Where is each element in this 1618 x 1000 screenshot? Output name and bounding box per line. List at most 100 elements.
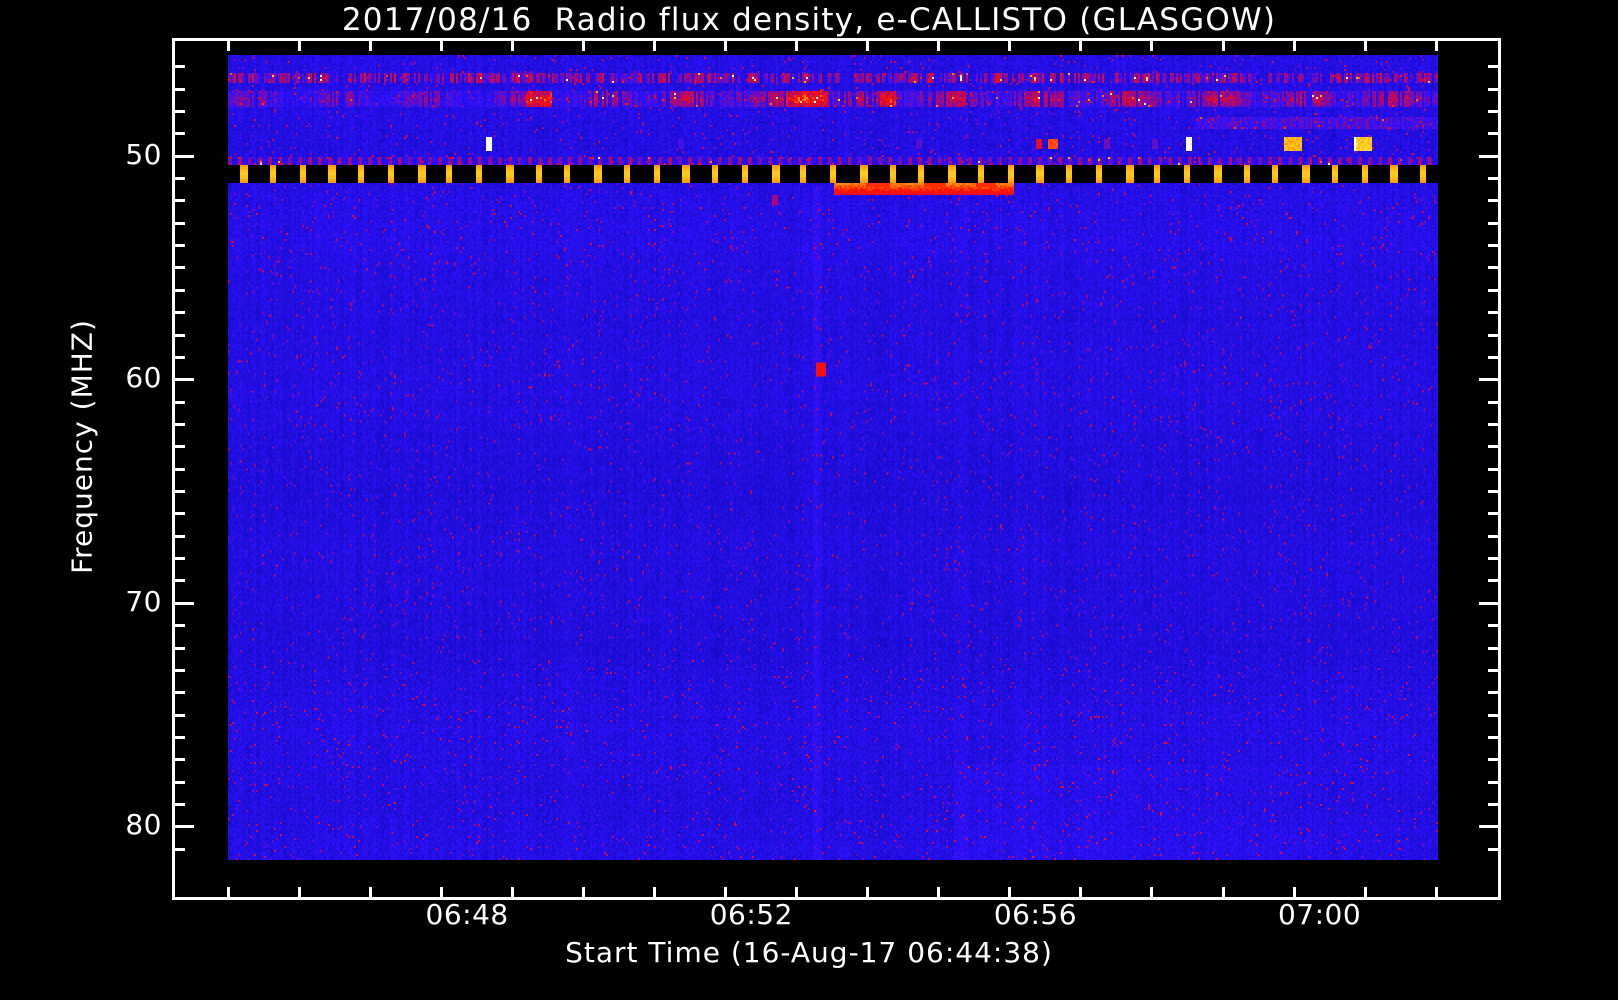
y-tick-63 [172,445,185,448]
x-tick-top-900 [1293,38,1296,51]
y-tick-right-63 [1488,445,1501,448]
y-tick-right-68 [1488,557,1501,560]
y-tick-label-80: 80 [125,808,162,842]
y-tick-right-81 [1488,848,1501,851]
x-tick-600 [937,887,940,900]
x-tick-840 [1222,887,1225,900]
x-tick-top-660 [1008,38,1011,51]
x-tick-top-480 [795,38,798,51]
y-tick-right-59 [1488,356,1501,359]
x-axis-title: Start Time (16-Aug-17 06:44:38) [565,936,1053,969]
x-tick-300 [582,887,585,900]
y-tick-right-80 [1479,825,1501,828]
y-tick-right-48 [1488,110,1501,113]
y-tick-right-67 [1488,535,1501,538]
y-tick-59 [172,356,185,359]
x-tick-780 [1150,887,1153,900]
y-tick-right-78 [1488,781,1501,784]
y-tick-label-60: 60 [125,361,162,395]
y-tick-right-77 [1488,758,1501,761]
y-tick-right-75 [1488,714,1501,717]
y-tick-right-50 [1479,155,1501,158]
x-tick-label-0648: 06:48 [425,898,509,931]
x-tick-top-1020 [1435,38,1438,51]
x-tick-480 [795,887,798,900]
y-tick-right-69 [1488,579,1501,582]
y-tick-right-55 [1488,266,1501,269]
x-tick-top-360 [653,38,656,51]
x-tick-top-720 [1079,38,1082,51]
y-tick-right-79 [1488,803,1501,806]
y-tick-60 [172,378,194,381]
y-tick-48 [172,110,185,113]
y-tick-77 [172,758,185,761]
x-tick-top-600 [937,38,940,51]
x-tick-label-0700: 07:00 [1277,898,1362,931]
y-tick-79 [172,803,185,806]
x-tick-top-960 [1364,38,1367,51]
y-tick-right-56 [1488,289,1501,292]
y-tick-66 [172,512,185,515]
y-tick-68 [172,557,185,560]
y-tick-58 [172,334,185,337]
y-tick-right-65 [1488,490,1501,493]
y-tick-47 [172,88,185,91]
x-tick-0 [227,887,230,900]
y-tick-right-62 [1488,423,1501,426]
x-tick-top-180 [440,38,443,51]
x-tick-top-120 [369,38,372,51]
y-tick-53 [172,222,185,225]
x-tick-660 [1008,887,1011,900]
y-tick-right-47 [1488,88,1501,91]
y-tick-55 [172,266,185,269]
y-tick-right-54 [1488,244,1501,247]
page-title: 2017/08/16 Radio flux density, e-CALLIST… [341,2,1277,38]
y-tick-right-70 [1479,602,1501,605]
x-tick-label-0656: 06:56 [993,898,1078,931]
y-tick-right-76 [1488,736,1501,739]
y-tick-right-49 [1488,132,1501,135]
y-tick-right-61 [1488,401,1501,404]
spectrogram-canvas [228,55,1438,860]
y-tick-73 [172,669,185,672]
y-tick-71 [172,624,185,627]
y-tick-56 [172,289,185,292]
y-tick-right-60 [1479,378,1501,381]
x-tick-top-840 [1222,38,1225,51]
y-tick-52 [172,199,185,202]
y-tick-72 [172,647,185,650]
y-tick-right-51 [1488,177,1501,180]
y-tick-76 [172,736,185,739]
y-tick-right-46 [1488,65,1501,68]
y-tick-78 [172,781,185,784]
y-tick-right-71 [1488,624,1501,627]
x-tick-top-420 [724,38,727,51]
x-tick-120 [369,887,372,900]
x-tick-360 [653,887,656,900]
x-tick-top-0 [227,38,230,51]
x-tick-top-540 [866,38,869,51]
y-tick-right-52 [1488,199,1501,202]
x-tick-420 [724,887,727,900]
x-tick-960 [1364,887,1367,900]
y-tick-right-73 [1488,669,1501,672]
y-tick-label-50: 50 [125,137,162,171]
y-tick-69 [172,579,185,582]
y-tick-61 [172,401,185,404]
y-tick-75 [172,714,185,717]
x-tick-900 [1293,887,1296,900]
x-tick-label-0652: 06:52 [709,898,793,931]
x-tick-1020 [1435,887,1438,900]
y-axis-title: Frequency (MHZ) [65,319,99,574]
y-tick-81 [172,848,185,851]
y-tick-right-57 [1488,311,1501,314]
x-tick-60 [298,887,301,900]
y-tick-80 [172,825,194,828]
y-tick-54 [172,244,185,247]
y-tick-74 [172,691,185,694]
spectrogram-image [228,55,1438,860]
x-tick-top-300 [582,38,585,51]
y-tick-right-72 [1488,647,1501,650]
x-tick-240 [511,887,514,900]
